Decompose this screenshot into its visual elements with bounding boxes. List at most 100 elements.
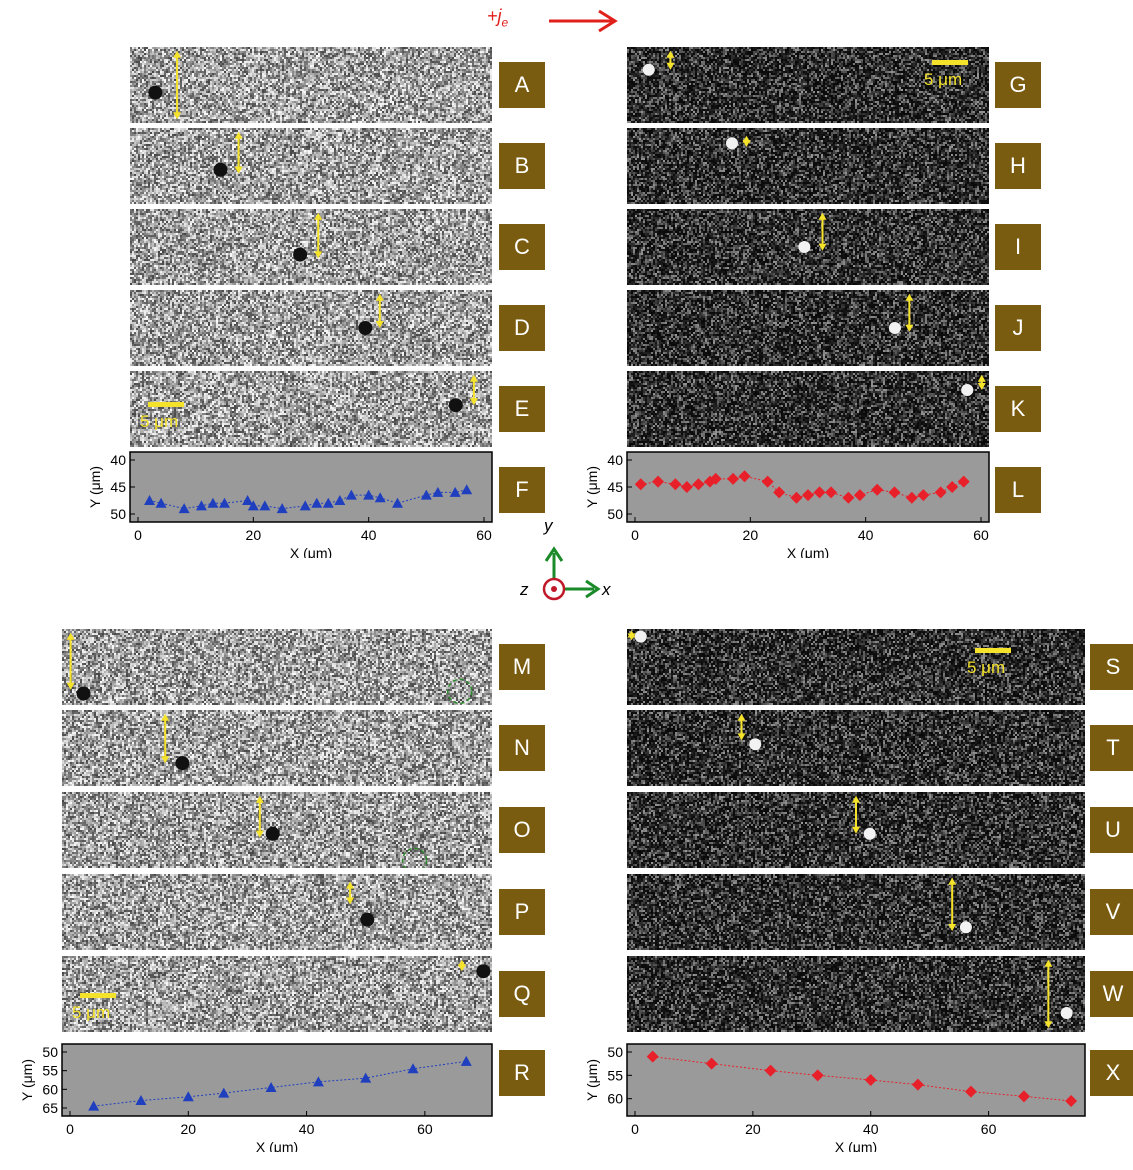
micrograph-panel — [62, 874, 492, 950]
panel-label: V — [1090, 889, 1133, 935]
data-point — [888, 486, 901, 499]
arrow-head — [314, 251, 323, 259]
skyrmion-spot — [888, 322, 901, 334]
y-axis-label: Y (μm) — [19, 1059, 35, 1101]
data-point — [449, 486, 461, 497]
y-axis-label: Y (μm) — [87, 466, 103, 508]
data-point — [811, 1069, 824, 1082]
panel-label: F — [499, 467, 545, 513]
x-tick-label: 0 — [66, 1121, 74, 1137]
micrograph-panel — [130, 290, 492, 366]
arrow-head — [737, 733, 746, 741]
data-point — [825, 486, 838, 499]
y-tick-label: 40 — [607, 452, 623, 468]
plot-area — [129, 451, 493, 523]
data-point — [634, 478, 647, 491]
x-tick-label: 40 — [299, 1121, 315, 1137]
data-point — [374, 492, 386, 503]
panel-label: Q — [499, 971, 545, 1017]
data-point — [1065, 1095, 1078, 1107]
arrow-head — [346, 897, 355, 905]
arrow-head — [66, 632, 75, 640]
micrograph-panel — [627, 290, 989, 366]
panel-label: E — [499, 386, 545, 432]
data-point — [905, 491, 918, 504]
panel-label: J — [995, 305, 1041, 351]
data-point — [247, 500, 259, 511]
axis-glyph-y: y — [543, 516, 554, 535]
micrograph-panel — [130, 47, 492, 123]
skyrmion-spot — [749, 738, 762, 751]
skyrmion-spot — [1060, 1007, 1073, 1019]
x-tick-label: 0 — [631, 1121, 639, 1137]
skyrmion-spot — [961, 384, 974, 396]
arrow-head — [818, 243, 827, 251]
panel-label: H — [995, 143, 1041, 189]
data-point — [363, 489, 375, 500]
data-point — [680, 481, 693, 493]
arrow-head — [173, 112, 182, 120]
data-point — [773, 486, 786, 499]
panel-label: T — [1090, 725, 1133, 771]
y-tick-label: 50 — [607, 506, 623, 522]
current-label-main: +j — [487, 6, 502, 26]
micrograph-panel — [627, 956, 1085, 1032]
panel-label: B — [499, 143, 545, 189]
panel-label: N — [499, 725, 545, 771]
arrow-head — [469, 374, 478, 382]
skyrmion-spot — [448, 398, 463, 413]
data-point — [178, 503, 190, 514]
y-tick-label: 40 — [110, 452, 126, 468]
panel-label: L — [995, 467, 1041, 513]
data-point — [299, 500, 311, 511]
axis-glyph-x: x — [601, 580, 611, 599]
skyrmion-spot — [725, 137, 738, 150]
arrow-head — [977, 374, 986, 382]
plot-X: 0 20 40 60 50 55 60 X (μm) Y (μm) — [584, 1043, 1086, 1152]
data-point — [420, 489, 432, 500]
data-point — [265, 1081, 277, 1092]
scale-bar — [932, 60, 968, 65]
skyrmion-spot — [358, 321, 373, 335]
data-point — [392, 497, 403, 508]
arrow-head — [161, 756, 170, 764]
data-point — [764, 1064, 777, 1077]
data-point — [692, 478, 705, 491]
micrograph-panel — [627, 47, 989, 123]
arrow-head — [255, 795, 264, 803]
arrow-head — [977, 383, 986, 390]
panel-label: G — [995, 62, 1041, 108]
arrow-head — [818, 212, 827, 220]
scale-bar — [80, 993, 116, 998]
data-point — [813, 486, 826, 499]
y-tick-label: 45 — [110, 479, 126, 495]
scale-bar-label: 5 μm — [924, 70, 963, 89]
y-tick-label: 50 — [110, 506, 126, 522]
arrow-head — [666, 62, 675, 70]
x-tick-label: 60 — [417, 1121, 433, 1137]
data-point — [957, 475, 970, 488]
skyrmion-spot — [213, 162, 228, 177]
x-tick-label: 40 — [863, 1121, 879, 1137]
micrograph-panel — [130, 209, 492, 285]
current-label-sub: e — [501, 15, 509, 30]
arrow-head — [948, 924, 957, 931]
arrow-head — [742, 140, 751, 147]
skyrmion-spot — [798, 241, 811, 253]
micrograph-panel — [627, 629, 1085, 705]
panel-label: U — [1090, 807, 1133, 853]
y-axis-label: Y (μm) — [584, 466, 600, 508]
arrow-head — [375, 321, 384, 328]
data-point — [1017, 1090, 1030, 1103]
micrograph-panel — [627, 371, 989, 447]
plot-area — [626, 1043, 1086, 1117]
arrow-head — [737, 713, 746, 721]
skyrmion-spot — [265, 826, 280, 841]
x-tick-label: 40 — [858, 527, 874, 543]
data-point — [842, 491, 855, 504]
data-point — [705, 1057, 718, 1070]
skyrmion-spot — [959, 921, 972, 934]
data-point — [259, 500, 271, 511]
highlight-circle — [447, 678, 473, 705]
data-point — [144, 495, 156, 505]
